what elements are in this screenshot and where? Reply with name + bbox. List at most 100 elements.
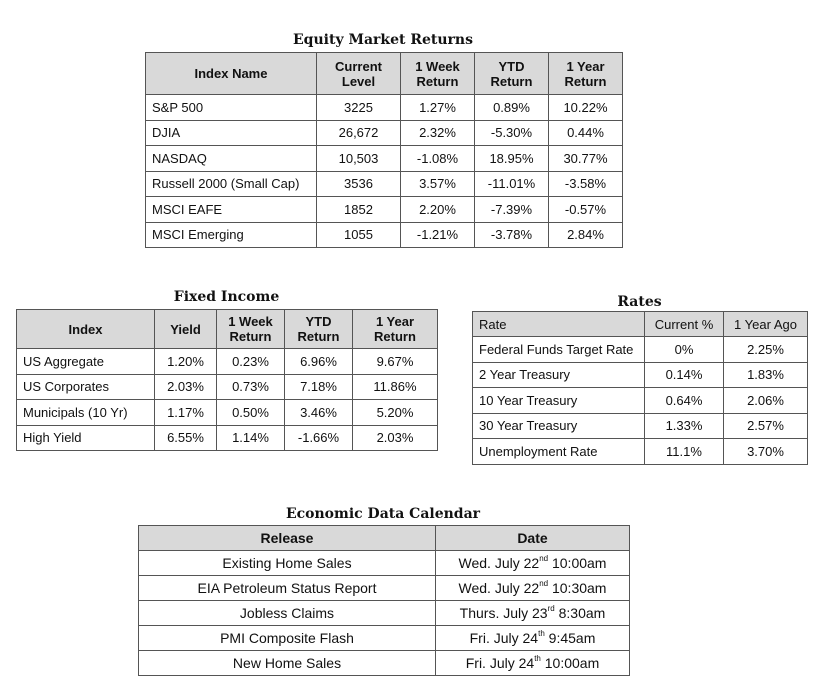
value-cell: 3.70% (723, 438, 808, 465)
column-header: Index (16, 309, 155, 349)
release-name-cell: EIA Petroleum Status Report (138, 575, 436, 601)
value-cell: 0.50% (216, 399, 285, 426)
table-row: DJIA 26,672 2.32% -5.30% 0.44% (145, 119, 623, 146)
column-header: Current Level (316, 52, 401, 95)
table-row: MSCI Emerging 1055 -1.21% -3.78% 2.84% (145, 221, 623, 248)
value-cell: 5.20% (352, 399, 438, 426)
column-header: 1 Year Return (352, 309, 438, 349)
table-row: US Corporates 2.03% 0.73% 7.18% 11.86% (16, 373, 438, 400)
value-cell: 1.33% (644, 412, 724, 439)
date-time: 10:00am (548, 555, 607, 571)
date-text: Fri. July 24 (469, 630, 539, 646)
table-row: Jobless Claims Thurs. July 23rd 8:30am (138, 600, 630, 626)
value-cell: 3536 (316, 170, 401, 197)
column-header: YTD Return (284, 309, 353, 349)
value-cell: 6.96% (284, 348, 353, 375)
release-name-cell: Existing Home Sales (138, 550, 436, 576)
row-label-cell: US Corporates (16, 373, 155, 400)
column-header: 1 Year Return (548, 52, 623, 95)
release-date-cell: Wed. July 22nd 10:00am (435, 550, 630, 576)
date-time: 10:00am (540, 655, 600, 671)
release-name-cell: PMI Composite Flash (138, 625, 436, 651)
rates-table-title: Rates (617, 294, 662, 310)
table-row: MSCI EAFE 1852 2.20% -7.39% -0.57% (145, 196, 623, 223)
value-cell: -1.66% (284, 424, 353, 451)
row-label-cell: 30 Year Treasury (472, 412, 645, 439)
date-time: 10:30am (548, 580, 607, 596)
table-row: 30 Year Treasury 1.33% 2.57% (472, 412, 808, 439)
date-time: 9:45am (544, 630, 596, 646)
equity-table-title: Equity Market Returns (293, 32, 473, 48)
release-name-cell: Jobless Claims (138, 600, 436, 626)
table-row: 10 Year Treasury 0.64% 2.06% (472, 387, 808, 414)
column-header: 1 Week Return (400, 52, 475, 95)
value-cell: 0.44% (548, 119, 623, 146)
column-header: 1 Year Ago (723, 311, 808, 337)
value-cell: 6.55% (154, 424, 217, 451)
release-date-cell: Fri. July 24th 10:00am (435, 650, 630, 676)
value-cell: 1055 (316, 221, 401, 248)
date-ordinal-suffix: th (538, 629, 545, 638)
value-cell: 0.73% (216, 373, 285, 400)
table-row: EIA Petroleum Status Report Wed. July 22n… (138, 575, 630, 601)
column-header: Yield (154, 309, 217, 349)
row-label-cell: DJIA (145, 119, 317, 146)
row-label-cell: Municipals (10 Yr) (16, 399, 155, 426)
value-cell: 1.17% (154, 399, 217, 426)
row-label-cell: US Aggregate (16, 348, 155, 375)
date-text: Fri. July 24 (465, 655, 535, 671)
value-cell: 2.03% (352, 424, 438, 451)
table-row: Russell 2000 (Small Cap) 3536 3.57% -11.01%… (145, 170, 623, 197)
table-row: 2 Year Treasury 0.14% 1.83% (472, 361, 808, 388)
value-cell: -11.01% (474, 170, 549, 197)
value-cell: 26,672 (316, 119, 401, 146)
row-label-cell: NASDAQ (145, 145, 317, 172)
value-cell: 2.25% (723, 336, 808, 363)
value-cell: 2.20% (400, 196, 475, 223)
value-cell: -1.21% (400, 221, 475, 248)
value-cell: 3.46% (284, 399, 353, 426)
table-header-row: Rate Current % 1 Year Ago (472, 311, 808, 337)
date-ordinal-suffix: nd (539, 579, 549, 588)
table-row: S&P 500 3225 1.27% 0.89% 10.22% (145, 94, 623, 121)
table-header-row: Index Yield 1 Week Return YTD Return 1 Y… (16, 309, 438, 349)
value-cell: 0.64% (644, 387, 724, 414)
value-cell: 9.67% (352, 348, 438, 375)
value-cell: 1.27% (400, 94, 475, 121)
value-cell: 1852 (316, 196, 401, 223)
column-header: YTD Return (474, 52, 549, 95)
value-cell: 30.77% (548, 145, 623, 172)
value-cell: -5.30% (474, 119, 549, 146)
value-cell: 7.18% (284, 373, 353, 400)
row-label-cell: Federal Funds Target Rate (472, 336, 645, 363)
fixed-income-table-title: Fixed Income (173, 289, 280, 305)
value-cell: 2.57% (723, 412, 808, 439)
row-label-cell: 10 Year Treasury (472, 387, 645, 414)
table-header-row: Index Name Current Level 1 Week Return Y… (145, 52, 623, 95)
value-cell: 2.32% (400, 119, 475, 146)
row-label-cell: Unemployment Rate (472, 438, 645, 465)
table-row: Existing Home Sales Wed. July 22nd 10:00a… (138, 550, 630, 576)
column-header: Current % (644, 311, 724, 337)
row-label-cell: MSCI EAFE (145, 196, 317, 223)
value-cell: 18.95% (474, 145, 549, 172)
calendar-table-title: Economic Data Calendar (285, 506, 481, 522)
table-row: Unemployment Rate 11.1% 3.70% (472, 438, 808, 465)
value-cell: -3.78% (474, 221, 549, 248)
row-label-cell: Russell 2000 (Small Cap) (145, 170, 317, 197)
value-cell: 1.14% (216, 424, 285, 451)
date-ordinal-suffix: nd (539, 554, 549, 563)
value-cell: -3.58% (548, 170, 623, 197)
release-date-cell: Wed. July 22nd 10:30am (435, 575, 630, 601)
release-date-cell: Fri. July 24th 9:45am (435, 625, 630, 651)
value-cell: 0.14% (644, 361, 724, 388)
value-cell: -7.39% (474, 196, 549, 223)
table-row: Municipals (10 Yr) 1.17% 0.50% 3.46% 5.20% (16, 399, 438, 426)
rates-table: Rate Current % 1 Year Ago Federal Funds … (472, 311, 808, 465)
row-label-cell: MSCI Emerging (145, 221, 317, 248)
fixed-income-table: Index Yield 1 Week Return YTD Return 1 Y… (16, 309, 438, 451)
table-row: Federal Funds Target Rate 0% 2.25% (472, 336, 808, 363)
date-text: Thurs. July 23 (459, 605, 548, 621)
date-text: Wed. July 22 (458, 555, 540, 571)
column-header: Index Name (145, 52, 317, 95)
